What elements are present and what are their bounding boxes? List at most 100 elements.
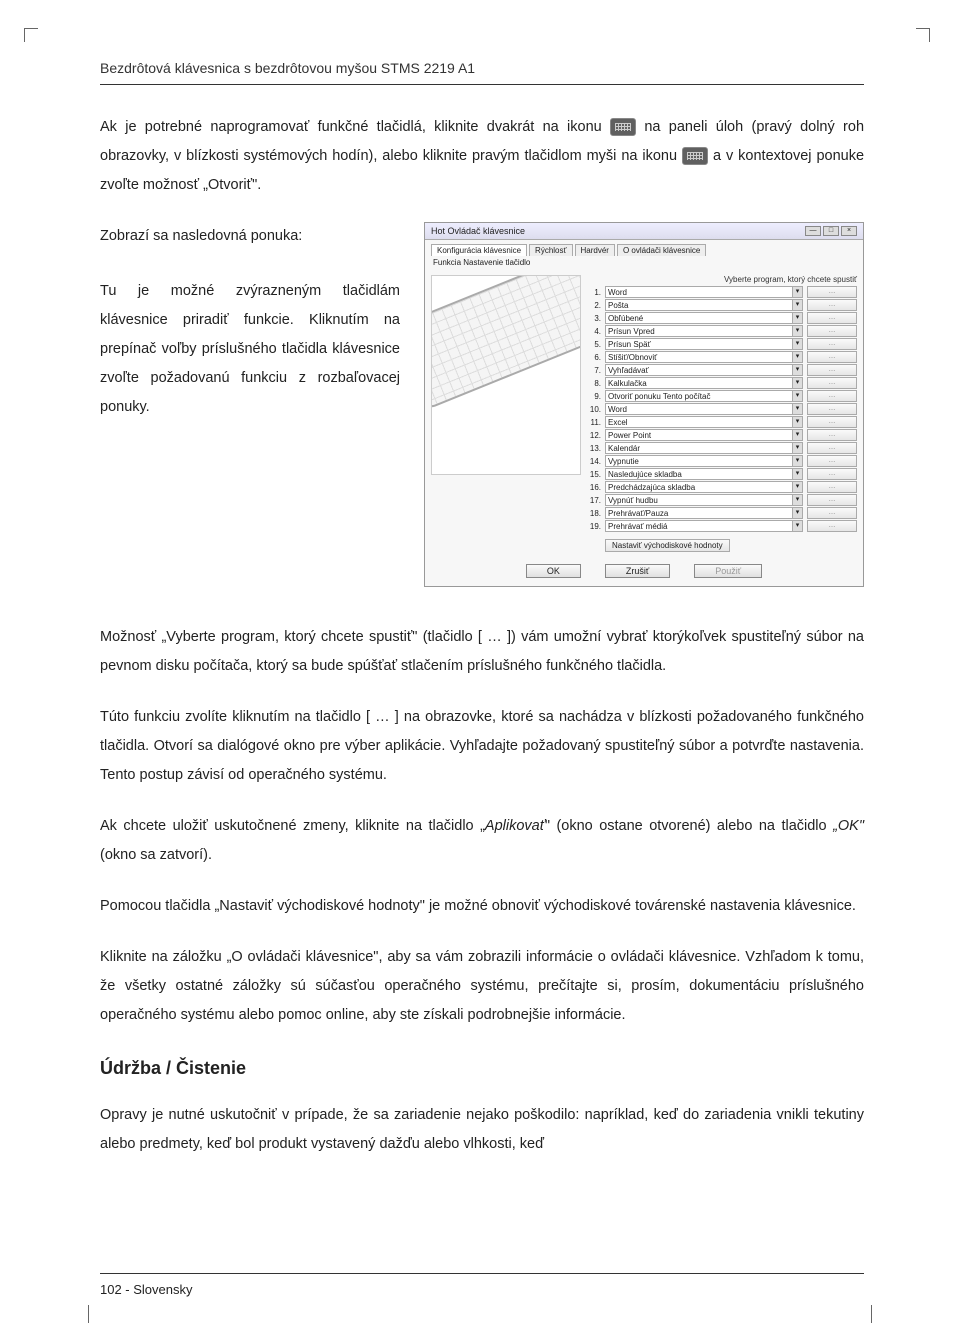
function-select[interactable]: Vypnúť hudbu ▾ [605,494,803,506]
browse-button[interactable]: … [807,286,857,298]
row-number: 3. [587,314,601,323]
close-icon[interactable]: × [841,226,857,236]
select-value: Kalkulačka [608,379,647,388]
select-value: Word [608,288,627,297]
select-value: Kalendár [608,444,640,453]
restore-defaults-button[interactable]: Nastaviť východiskové hodnoty [605,539,730,552]
apply-button[interactable]: Použiť [694,564,762,578]
select-value: Obľúbené [608,314,643,323]
cancel-button[interactable]: Zrušiť [605,564,670,578]
tab-speed[interactable]: Rýchlosť [529,244,572,256]
function-select[interactable]: Predchádzajúca skladba▾ [605,481,803,493]
select-value: Prehrávať/Pauza [608,509,668,518]
two-column-section: Zobrazí sa nasledovná ponuka: Tu je možn… [100,222,864,587]
settings-row: 15. Nasledujúce skladba▾ … [587,468,857,480]
settings-row: 16. Predchádzajúca skladba▾ … [587,481,857,493]
keyboard-image [431,275,581,475]
paragraph-save: Ak chcete uložiť uskutočnené zmeny, klik… [100,812,864,870]
minimize-icon[interactable]: — [805,226,821,236]
maximize-icon[interactable]: □ [823,226,839,236]
chevron-down-icon: ▾ [792,287,802,297]
function-select[interactable]: Vyhľadávať▾ [605,364,803,376]
function-select[interactable]: Prísun Späť▾ [605,338,803,350]
function-select[interactable]: Word ▾ [605,286,803,298]
row-number: 4. [587,327,601,336]
text: Ak je potrebné naprogramovať funkčné tla… [100,119,610,135]
settings-row: 10.Word▾… [587,403,857,415]
function-select[interactable]: Prehrávať/Pauza ▾ [605,507,803,519]
select-value: Vypnutie [608,457,639,466]
row-number: 5. [587,340,601,349]
chevron-down-icon: ▾ [792,313,802,323]
settings-row: 1.Word▾… [587,286,857,298]
select-value: Excel [608,418,628,427]
function-select[interactable]: Kalkulačka▾ [605,377,803,389]
crop-mark-tr [916,28,930,42]
browse-button[interactable]: … [807,442,857,454]
function-select[interactable]: Stíšiť/Obnoviť▾ [605,351,803,363]
browse-button[interactable]: … [807,325,857,337]
settings-row: 8.Kalkulačka▾… [587,377,857,389]
function-select[interactable]: Prísun Vpred▾ [605,325,803,337]
function-select[interactable]: Kalendár▾ [605,442,803,454]
settings-row: 19.Prehrávať médiá▾… [587,520,857,532]
function-select[interactable]: Pošta▾ [605,299,803,311]
row-number: 16. [587,483,601,492]
function-select[interactable]: Prehrávať médiá ▾ [605,520,803,532]
settings-row: 11. Excel▾ … [587,416,857,428]
browse-button[interactable]: … [807,390,857,402]
chevron-down-icon: ▾ [792,456,802,466]
browse-button[interactable]: … [807,299,857,311]
chevron-down-icon: ▾ [792,339,802,349]
function-select[interactable]: Otvoriť ponuku Tento počítač▾ [605,390,803,402]
browse-button[interactable]: … [807,351,857,363]
function-select[interactable]: Excel▾ [605,416,803,428]
row-number: 13. [587,444,601,453]
row-number: 11. [587,418,601,427]
settings-dialog: Hot Ovládač klávesnice — □ × Konfiguráci… [424,222,864,587]
function-select[interactable]: Nasledujúce skladba▾ [605,468,803,480]
chevron-down-icon: ▾ [792,521,802,531]
ok-button[interactable]: OK [526,564,581,578]
keyboard-tray-icon [610,118,636,136]
section-heading-maintenance: Údržba / Čistenie [100,1058,864,1079]
browse-button[interactable]: … [807,468,857,480]
tab-config[interactable]: Konfigurácia klávesnice [431,244,527,256]
tab-about[interactable]: O ovládači klávesnice [617,244,706,256]
tab-hardware[interactable]: Hardvér [575,244,615,256]
row-number: 6. [587,353,601,362]
select-value: Stíšiť/Obnoviť [608,353,657,362]
paragraph-menu-shown: Zobrazí sa nasledovná ponuka: [100,222,400,251]
function-select[interactable]: Power Point▾ [605,429,803,441]
browse-button[interactable]: … [807,403,857,415]
select-value: Vypnúť hudbu [608,496,658,505]
row-number: 17. [587,496,601,505]
row-number: 15. [587,470,601,479]
browse-button[interactable]: … [807,377,857,389]
select-value: Vyhľadávať [608,366,649,375]
select-value: Prehrávať médiá [608,522,667,531]
chevron-down-icon: ▾ [792,495,802,505]
browse-button[interactable]: … [807,520,857,532]
row-number: 18. [587,509,601,518]
function-select[interactable]: Obľúbené ▾ [605,312,803,324]
browse-button[interactable]: … [807,338,857,350]
browse-button[interactable]: … [807,416,857,428]
browse-button[interactable]: … [807,507,857,519]
settings-row: 2. Pošta▾ … [587,299,857,311]
chevron-down-icon: ▾ [792,508,802,518]
select-value: Nasledujúce skladba [608,470,682,479]
row-number: 2. [587,301,601,310]
row-number: 7. [587,366,601,375]
dialog-footer: OK Zrušiť Použiť [425,558,863,580]
browse-button[interactable]: … [807,364,857,376]
browse-button[interactable]: … [807,481,857,493]
browse-button[interactable]: … [807,455,857,467]
settings-col-header: Vyberte program, ktorý chcete spustiť [587,275,857,284]
browse-button[interactable]: … [807,429,857,441]
function-select[interactable]: Vypnutie ▾ [605,455,803,467]
browse-button[interactable]: … [807,312,857,324]
function-select[interactable]: Word▾ [605,403,803,415]
browse-button[interactable]: … [807,494,857,506]
settings-row: 12.Power Point▾… [587,429,857,441]
